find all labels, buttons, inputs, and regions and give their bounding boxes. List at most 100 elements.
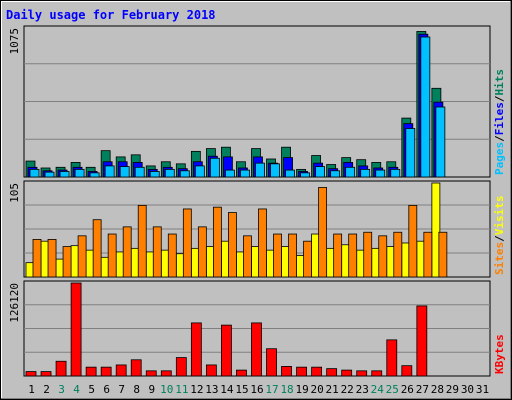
x-tick-label-day-7: 7 bbox=[118, 383, 125, 396]
x-tick-label-day-11: 11 bbox=[175, 383, 188, 396]
x-tick-label-day-16: 16 bbox=[250, 383, 263, 396]
bar-sites-sites-day-7 bbox=[122, 226, 132, 278]
bar-hits-pages-day-13 bbox=[209, 157, 220, 178]
chart-panels: 1075Pages/Files/Hits105Sites/Visits12612… bbox=[8, 25, 506, 377]
bar-hits-pages-day-27 bbox=[420, 36, 431, 178]
bar-hits-pages-day-20 bbox=[315, 166, 326, 178]
bar-sites-sites-day-8 bbox=[137, 204, 147, 278]
bar-kbytes-kbytes-day-13 bbox=[205, 364, 217, 377]
bar-hits-pages-day-16 bbox=[255, 162, 265, 178]
bar-sites-sites-day-27 bbox=[423, 231, 433, 278]
bar-kbytes-kbytes-day-8 bbox=[130, 359, 142, 377]
bar-hits-pages-day-21 bbox=[330, 170, 341, 178]
bar-sites-sites-day-9 bbox=[152, 226, 162, 278]
bar-kbytes-kbytes-day-26 bbox=[401, 365, 413, 377]
bar-sites-sites-day-3 bbox=[62, 246, 72, 278]
bar-kbytes-kbytes-day-18 bbox=[281, 366, 292, 377]
panel-sites: 105 Sites/Visits bbox=[8, 180, 506, 278]
bar-sites-sites-day-1 bbox=[32, 238, 42, 278]
bar-kbytes-kbytes-day-23 bbox=[356, 370, 368, 377]
x-tick-label-day-17: 17 bbox=[265, 383, 278, 396]
bar-kbytes-kbytes-day-16 bbox=[251, 322, 262, 377]
bar-sites-sites-day-22 bbox=[348, 233, 358, 278]
legend-hits: Hits bbox=[493, 69, 506, 96]
bar-sites-sites-day-16 bbox=[258, 208, 267, 278]
legend-separator: / bbox=[493, 135, 506, 142]
bar-sites-sites-day-17 bbox=[273, 233, 282, 278]
panel-hits-ymax-label: 1075 bbox=[8, 28, 21, 55]
legend-visits: Visits bbox=[493, 196, 506, 236]
bar-sites-sites-day-11 bbox=[182, 208, 192, 278]
x-tick-label-day-6: 6 bbox=[103, 383, 110, 396]
legend-separator: / bbox=[493, 95, 506, 102]
bar-kbytes-kbytes-day-17 bbox=[266, 348, 277, 377]
bar-sites-sites-day-13 bbox=[212, 206, 222, 278]
bar-kbytes-kbytes-day-14 bbox=[221, 324, 232, 377]
x-tick-label-day-8: 8 bbox=[133, 383, 140, 396]
bar-sites-sites-day-21 bbox=[333, 233, 343, 278]
x-tick-label-day-26: 26 bbox=[401, 383, 414, 396]
bar-kbytes-kbytes-day-12 bbox=[190, 322, 202, 377]
bar-kbytes-kbytes-day-5 bbox=[85, 366, 97, 377]
x-tick-label-day-19: 19 bbox=[295, 383, 308, 396]
bar-hits-pages-day-11 bbox=[179, 170, 190, 178]
x-tick-label-day-13: 13 bbox=[205, 383, 218, 396]
x-tick-label-day-4: 4 bbox=[73, 383, 80, 396]
bar-sites-sites-day-28 bbox=[438, 231, 448, 278]
x-tick-label-day-1: 1 bbox=[28, 383, 35, 396]
legend-sites: Sites bbox=[493, 242, 506, 275]
bar-hits-pages-day-14 bbox=[225, 169, 235, 178]
bar-hits-pages-day-23 bbox=[360, 168, 371, 178]
bar-sites-sites-day-4 bbox=[77, 235, 87, 278]
x-tick-label-day-30: 30 bbox=[461, 383, 474, 396]
x-tick-label-day-25: 25 bbox=[386, 383, 399, 396]
bar-sites-sites-day-2 bbox=[47, 238, 57, 278]
bar-hits-pages-day-3 bbox=[59, 171, 70, 178]
bar-sites-sites-day-10 bbox=[167, 233, 177, 278]
bar-sites-sites-day-12 bbox=[197, 226, 207, 278]
legend-files: Files bbox=[493, 102, 506, 135]
bar-hits-pages-day-5 bbox=[89, 172, 100, 178]
bar-kbytes-kbytes-day-2 bbox=[40, 371, 52, 377]
bar-hits-pages-day-8 bbox=[134, 166, 145, 178]
bar-hits-pages-day-19 bbox=[300, 172, 310, 178]
bar-hits-pages-day-2 bbox=[44, 171, 55, 178]
bar-kbytes-kbytes-day-20 bbox=[311, 366, 323, 377]
bar-sites-sites-day-23 bbox=[363, 231, 373, 278]
bar-kbytes-kbytes-day-25 bbox=[386, 339, 398, 377]
panel-hits-legend: Pages/Files/Hits bbox=[493, 69, 506, 175]
x-tick-label-day-15: 15 bbox=[235, 383, 248, 396]
bar-kbytes-kbytes-day-22 bbox=[341, 369, 353, 377]
bar-hits-pages-day-18 bbox=[285, 169, 295, 178]
bar-sites-sites-day-15 bbox=[243, 235, 252, 278]
bar-kbytes-kbytes-day-21 bbox=[326, 368, 338, 377]
x-tick-label-day-22: 22 bbox=[341, 383, 354, 396]
x-tick-label-day-12: 12 bbox=[190, 383, 203, 396]
panel-kbytes-ymax-label: 126120 bbox=[8, 283, 21, 323]
x-tick-label-day-9: 9 bbox=[148, 383, 155, 396]
bar-sites-sites-day-25 bbox=[393, 231, 403, 278]
bar-hits-pages-day-1 bbox=[29, 168, 40, 178]
bar-hits-pages-day-7 bbox=[119, 166, 130, 178]
bar-kbytes-kbytes-day-4 bbox=[70, 282, 82, 377]
legend-separator: / bbox=[493, 235, 506, 242]
bar-hits-pages-day-9 bbox=[149, 171, 160, 178]
x-tick-label-day-5: 5 bbox=[88, 383, 95, 396]
bar-hits-pages-day-4 bbox=[74, 168, 85, 178]
bar-kbytes-kbytes-day-6 bbox=[100, 366, 112, 377]
bar-hits-pages-day-17 bbox=[270, 163, 280, 178]
bar-hits-pages-day-26 bbox=[405, 128, 416, 178]
panel-sites-ymax-label: 105 bbox=[8, 183, 21, 203]
bar-sites-visits-day-28 bbox=[431, 182, 441, 278]
bar-kbytes-kbytes-day-19 bbox=[296, 366, 307, 377]
x-tick-label-day-10: 10 bbox=[160, 383, 173, 396]
legend-kbytes: KBytes bbox=[493, 334, 506, 374]
panel-sites-legend: Sites/Visits bbox=[493, 196, 506, 276]
chart-title: Daily usage for February 2018 bbox=[6, 8, 216, 22]
bar-kbytes-kbytes-day-3 bbox=[55, 360, 67, 377]
x-tick-label-day-27: 27 bbox=[416, 383, 429, 396]
panel-kbytes-legend: KBytes bbox=[493, 334, 506, 374]
x-tick-label-day-29: 29 bbox=[446, 383, 459, 396]
x-tick-label-day-20: 20 bbox=[311, 383, 324, 396]
panel-kbytes: 126120 KBytes bbox=[8, 280, 506, 377]
